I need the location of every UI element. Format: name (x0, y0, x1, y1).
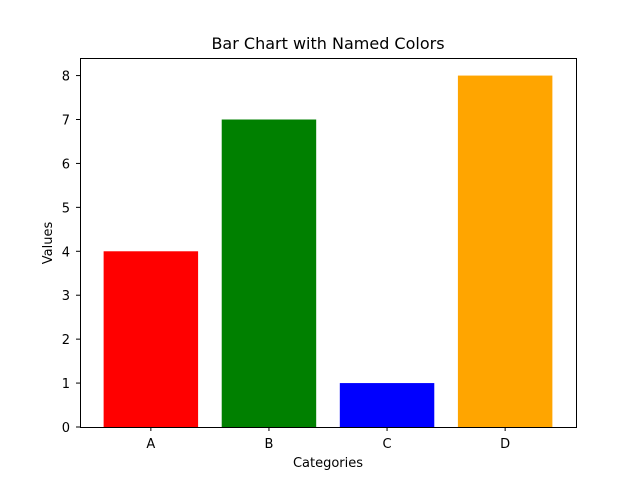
x-tick-label-a: A (146, 437, 155, 452)
bars-layer (103, 75, 553, 428)
bar-a (103, 251, 199, 427)
x-tick-label-b: B (264, 437, 273, 452)
plot-frame (80, 58, 577, 428)
y-ticks-layer: 0 1 2 3 4 5 6 7 8 (62, 70, 80, 436)
bar-b (221, 119, 317, 427)
y-tick-label-7: 7 (62, 114, 70, 129)
y-axis-label: Values (41, 222, 56, 265)
y-tick-label-3: 3 (62, 289, 70, 304)
chart-title: Bar Chart with Named Colors (211, 34, 444, 53)
y-tick-label-1: 1 (62, 377, 70, 392)
y-tick-label-8: 8 (62, 70, 70, 85)
y-tick-label-2: 2 (62, 333, 70, 348)
bar-d (457, 75, 553, 428)
x-tick-label-c: C (383, 437, 392, 452)
y-tick-label-4: 4 (62, 245, 70, 260)
x-axis-label: Categories (293, 456, 363, 471)
y-tick-label-6: 6 (62, 157, 70, 172)
bar-c (339, 383, 435, 427)
x-tick-label-d: D (500, 437, 510, 452)
y-tick-label-5: 5 (62, 201, 70, 216)
x-ticks-layer: A B C D (146, 427, 510, 452)
y-tick-label-0: 0 (62, 421, 70, 436)
